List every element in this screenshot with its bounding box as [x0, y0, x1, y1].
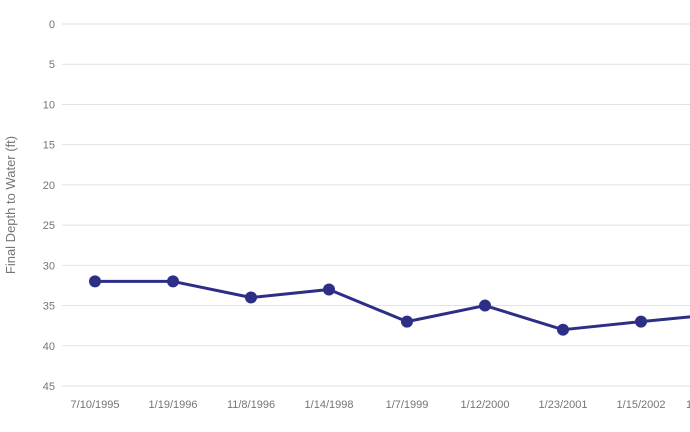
x-tick-label: 1/7/1999 — [386, 399, 429, 411]
data-point-marker[interactable] — [89, 275, 101, 288]
y-tick-label: 10 — [43, 99, 55, 111]
data-point-marker[interactable] — [245, 291, 257, 304]
x-tick-label: 11/8/1996 — [227, 399, 275, 411]
data-point-marker[interactable] — [401, 315, 413, 328]
x-tick-label-clipped: 1 — [686, 399, 690, 411]
y-tick-label: 0 — [49, 19, 55, 31]
x-tick-label: 1/15/2002 — [617, 399, 666, 411]
y-tick-label: 5 — [49, 59, 55, 71]
y-tick-label: 35 — [43, 301, 55, 313]
data-point-marker[interactable] — [167, 275, 179, 288]
data-point-marker[interactable] — [557, 323, 569, 336]
y-tick-label: 30 — [43, 260, 55, 272]
y-tick-label: 40 — [43, 341, 55, 353]
y-axis-title: Final Depth to Water (ft) — [3, 136, 18, 274]
y-tick-label: 20 — [43, 180, 55, 192]
x-tick-label: 1/12/2000 — [461, 399, 510, 411]
data-point-marker[interactable] — [635, 315, 647, 328]
data-point-marker[interactable] — [479, 299, 491, 312]
y-tick-label: 25 — [43, 220, 55, 232]
x-tick-label: 1/19/1996 — [149, 399, 198, 411]
x-tick-label: 1/23/2001 — [539, 399, 588, 411]
y-tick-label: 15 — [43, 140, 55, 152]
data-point-marker[interactable] — [323, 283, 335, 296]
x-tick-label: 7/10/1995 — [71, 399, 120, 411]
y-tick-label: 45 — [43, 381, 55, 393]
x-tick-label: 1/14/1998 — [305, 399, 354, 411]
